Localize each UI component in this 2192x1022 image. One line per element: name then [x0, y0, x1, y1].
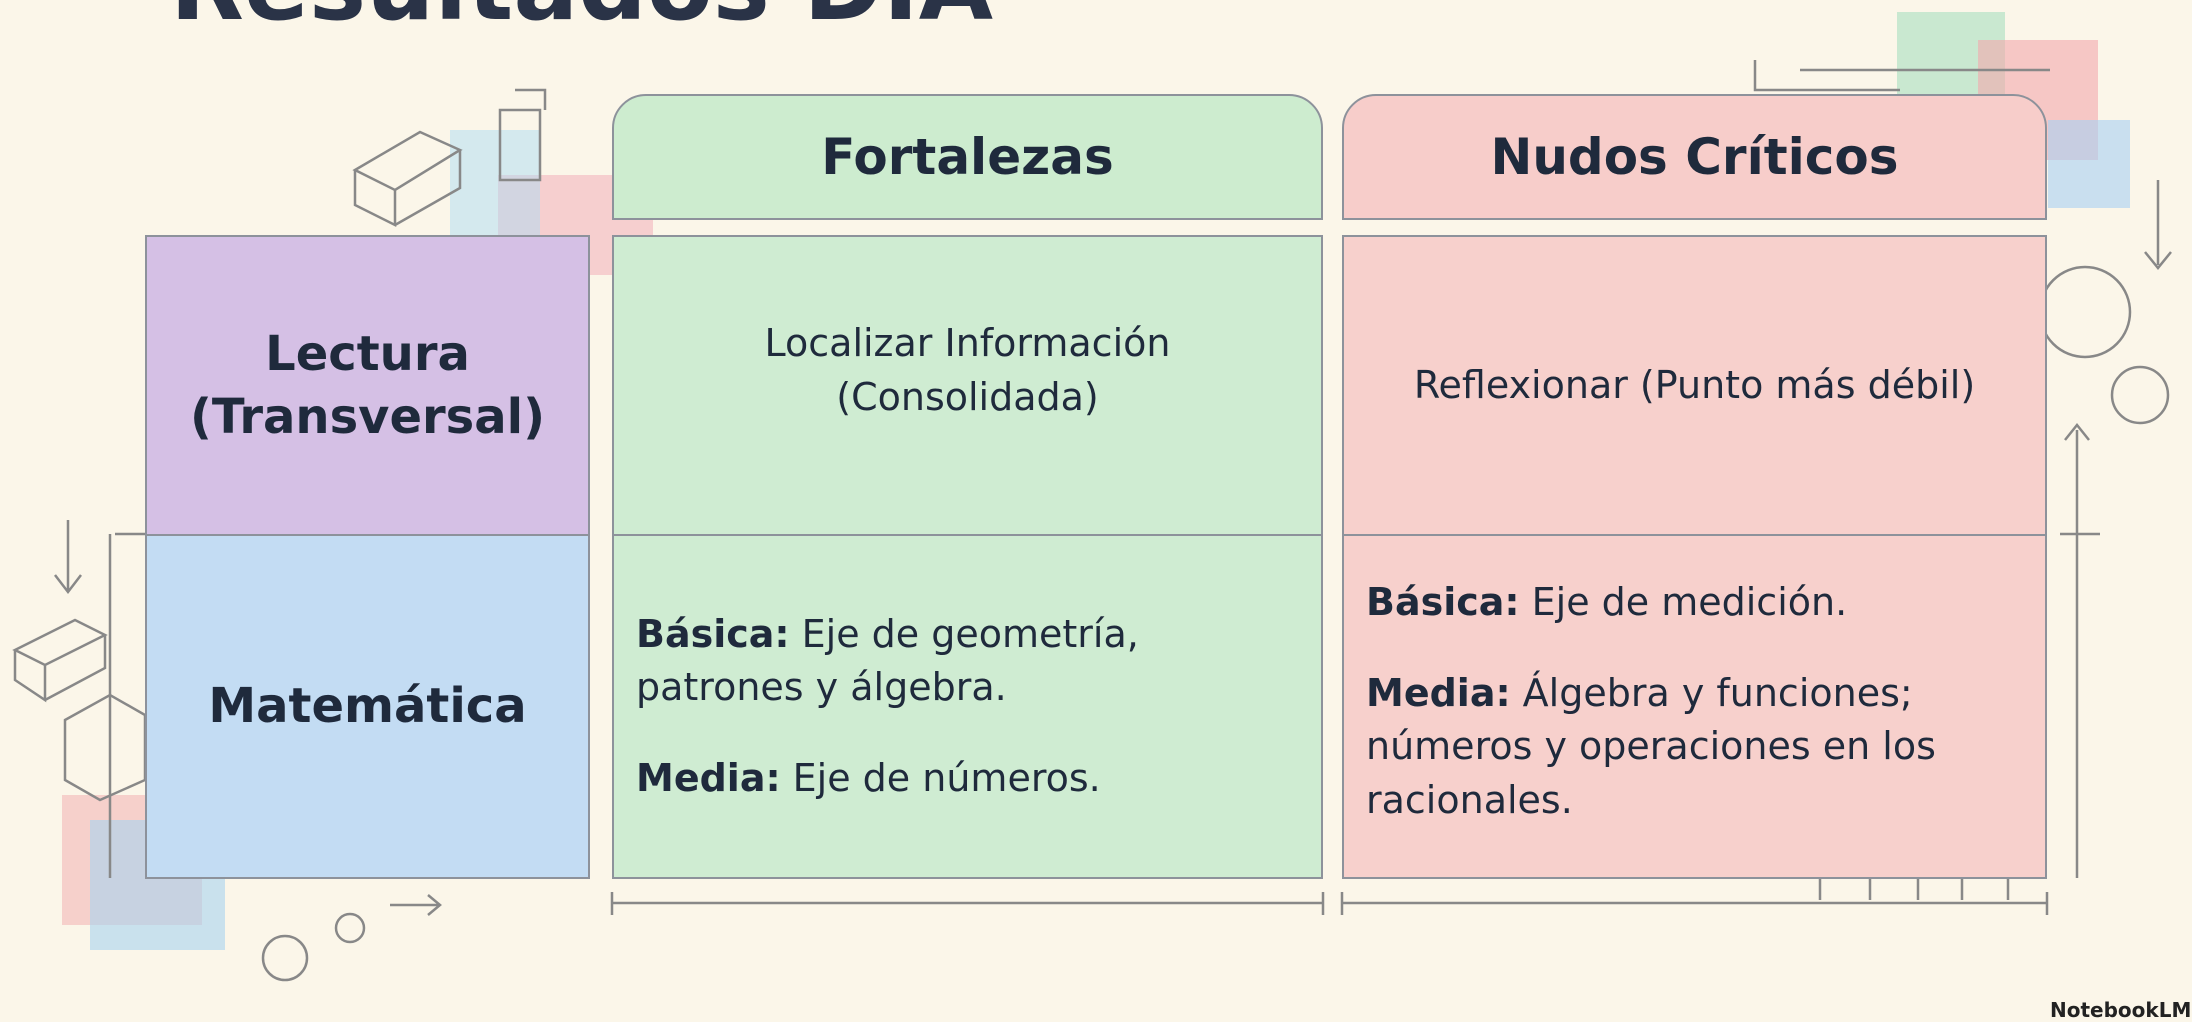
column-header: Fortalezas: [612, 94, 1323, 220]
table-cell: Básica: Eje de geometría, patrones y álge…: [612, 534, 1323, 879]
column-header: Nudos Críticos: [1342, 94, 2047, 220]
table-cell: Reflexionar (Punto más débil): [1342, 235, 2047, 536]
row-header: Matemática: [145, 534, 590, 879]
row-header: Lectura (Transversal): [145, 235, 590, 536]
cell-label: Media:: [636, 756, 781, 801]
cell-label: Media:: [1366, 671, 1511, 716]
cell-text: Eje de números.: [792, 756, 1101, 801]
slide-title: Resultados DIA: [170, 0, 993, 42]
cell-paragraph: Media: Eje de números.: [636, 752, 1311, 805]
watermark: NotebookLM: [2050, 998, 2192, 1022]
cell-text: Reflexionar (Punto más débil): [1413, 362, 1976, 407]
cell-text: Álgebra y funciones; números y operacion…: [1366, 671, 1936, 822]
row-label: Lectura (Transversal): [189, 326, 546, 445]
cell-paragraph: Media: Álgebra y funciones; números y ope…: [1366, 667, 2035, 827]
table-cell: Básica: Eje de medición. Media: Álgebra y …: [1342, 534, 2047, 879]
cell-text: Eje de medición.: [1531, 580, 1848, 624]
cell-text: Eje de geometría, patrones y álgebra.: [636, 611, 1139, 709]
cell-paragraph: Básica: Eje de medición.: [1366, 576, 2035, 629]
cell-paragraph: Básica: Eje de geometría, patrones y álge…: [636, 608, 1311, 714]
cell-text: Localizar Información (Consolidada): [764, 321, 1171, 419]
table-cell: Localizar Información (Consolidada): [612, 235, 1323, 536]
cell-label: Básica:: [636, 611, 790, 656]
row-label: Matemática: [208, 678, 527, 735]
cell-label: Básica:: [1366, 580, 1520, 624]
